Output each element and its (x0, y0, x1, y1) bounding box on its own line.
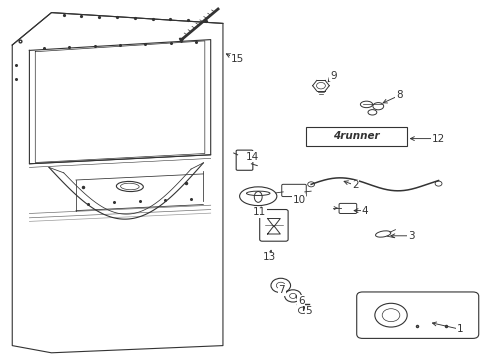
Text: 4: 4 (362, 206, 368, 216)
Bar (306, 127, 407, 146)
Text: 9: 9 (330, 71, 337, 81)
Text: 11: 11 (253, 207, 267, 217)
Text: 4runner: 4runner (333, 131, 380, 141)
Text: 10: 10 (293, 195, 305, 205)
Text: 2: 2 (352, 180, 359, 190)
Text: 14: 14 (245, 152, 259, 162)
Text: 15: 15 (231, 54, 245, 64)
Text: 13: 13 (263, 252, 276, 262)
Text: 3: 3 (408, 231, 415, 241)
Text: 12: 12 (432, 134, 445, 144)
Text: 5: 5 (305, 306, 312, 316)
Text: 7: 7 (278, 285, 285, 295)
Text: 8: 8 (396, 90, 403, 100)
Text: 6: 6 (298, 296, 305, 306)
Text: 1: 1 (457, 324, 464, 334)
